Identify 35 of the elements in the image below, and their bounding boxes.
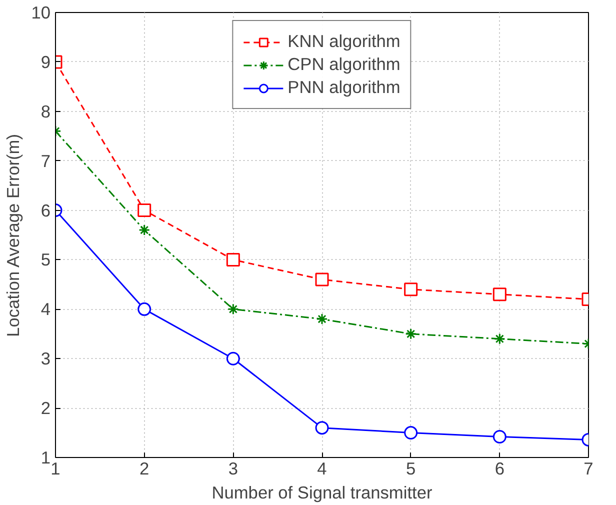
x-tick-label: 2 bbox=[140, 458, 150, 478]
y-tick-label: 10 bbox=[31, 2, 51, 22]
x-tick-label: 5 bbox=[406, 458, 416, 478]
point bbox=[494, 333, 506, 345]
point bbox=[226, 252, 240, 266]
x-axis-title: Number of Signal transmitter bbox=[212, 482, 432, 502]
point bbox=[492, 288, 506, 302]
x-tick-label: 7 bbox=[584, 458, 594, 478]
legend-label: KNN algorithm bbox=[288, 31, 400, 52]
x-tick-label: 6 bbox=[494, 458, 504, 478]
y-tick-label: 2 bbox=[40, 398, 51, 418]
y-tick-label: 6 bbox=[40, 200, 51, 220]
point bbox=[404, 426, 418, 440]
legend-label: CPN algorithm bbox=[288, 54, 400, 75]
point bbox=[492, 430, 506, 444]
y-tick-label: 4 bbox=[40, 299, 51, 320]
y-tick-label: 7 bbox=[40, 150, 51, 171]
point bbox=[315, 421, 329, 435]
point bbox=[316, 313, 328, 325]
y-tick-label: 9 bbox=[40, 52, 51, 72]
y-axis-title: Location Average Error(m) bbox=[3, 134, 24, 337]
point bbox=[227, 303, 239, 315]
point bbox=[138, 224, 150, 236]
point bbox=[404, 282, 418, 296]
point bbox=[226, 352, 240, 366]
point bbox=[138, 204, 152, 218]
y-tick-label: 8 bbox=[40, 101, 51, 122]
point bbox=[315, 272, 329, 286]
x-tick-label: 4 bbox=[317, 458, 328, 478]
x-tick-label: 3 bbox=[228, 458, 238, 478]
y-tick-label: 5 bbox=[40, 250, 51, 270]
point bbox=[405, 328, 417, 340]
y-tick-label: 3 bbox=[40, 348, 51, 369]
point bbox=[138, 302, 152, 316]
legend-label: PNN algorithm bbox=[288, 77, 400, 98]
